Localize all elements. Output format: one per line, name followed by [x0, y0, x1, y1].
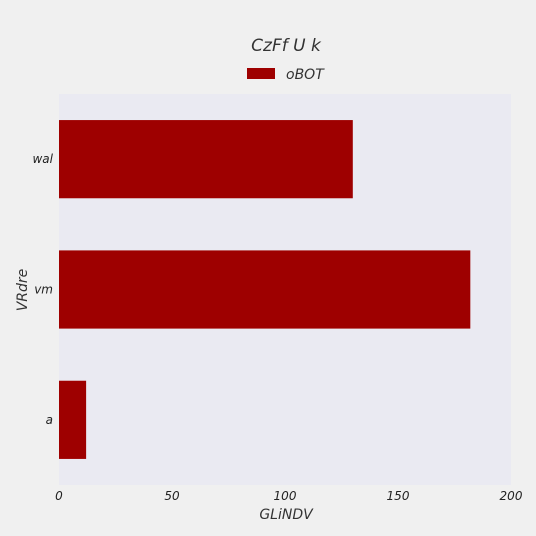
x-tick-label-150: 150 [387, 489, 410, 503]
legend: oBOT [247, 67, 325, 83]
bar-a [59, 380, 87, 459]
y-tick-label-a: a [46, 413, 53, 427]
bar-vm [59, 250, 471, 329]
legend-swatch-obot [247, 68, 275, 79]
y-axis-label: VRdre [15, 269, 31, 312]
y-tick-label-vm: vm [34, 283, 53, 297]
x-tick-label-50: 50 [164, 489, 180, 503]
y-tick-label-wal: wal [32, 152, 53, 166]
x-axis-label: GLiNDV [259, 507, 314, 523]
chart-title: CzFf U k [251, 36, 322, 56]
x-tick-label-0: 0 [55, 489, 63, 503]
legend-label-obot: oBOT [286, 67, 325, 83]
x-tick-label-200: 200 [500, 489, 523, 503]
bar-wal [59, 120, 353, 199]
x-tick-label-100: 100 [274, 489, 297, 503]
